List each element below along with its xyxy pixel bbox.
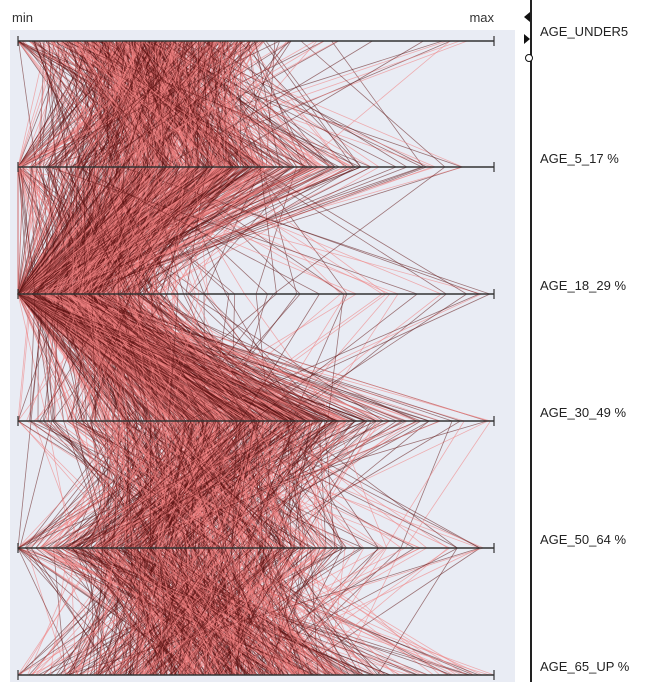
data-line-dark (17, 40, 298, 676)
data-line-light (45, 40, 304, 676)
data-line-light (107, 40, 365, 676)
data-line-light (75, 40, 223, 676)
data-line-dark (84, 40, 319, 676)
data-line-dark (44, 40, 373, 676)
data-line-light (76, 40, 273, 676)
max-label: max (469, 10, 494, 25)
data-line-dark (91, 40, 184, 676)
data-line-light (110, 40, 292, 676)
data-line-light (17, 40, 346, 676)
data-line-light (75, 40, 314, 676)
data-line-light (17, 40, 315, 676)
data-line-dark (177, 40, 446, 676)
data-lines-group (16, 40, 495, 676)
data-line-light (18, 40, 325, 676)
data-line-dark (61, 40, 481, 676)
data-line-dark (76, 40, 320, 676)
data-line-light (36, 40, 437, 676)
data-line-dark (42, 40, 246, 676)
axis-control-strip[interactable] (524, 0, 533, 682)
data-line-dark (39, 40, 241, 676)
data-line-light (77, 40, 316, 676)
data-line-light (61, 40, 239, 676)
data-line-dark (101, 40, 337, 676)
data-line-dark (17, 40, 368, 676)
data-line-light (57, 40, 329, 676)
data-line-dark (115, 40, 311, 676)
data-line-light (66, 40, 221, 676)
data-line-dark (17, 40, 285, 676)
data-line-dark (42, 40, 355, 676)
data-line-dark (17, 40, 214, 676)
data-line-dark (101, 40, 223, 676)
data-line-light (45, 40, 280, 676)
data-line-light (53, 40, 243, 676)
divider-bar (530, 0, 532, 682)
data-line-dark (17, 40, 292, 676)
axis-label: AGE_50_64 % (540, 532, 627, 547)
plot-panel[interactable]: min max (0, 0, 524, 682)
data-line-light (17, 40, 280, 676)
axis-label: AGE_30_49 % (540, 405, 627, 420)
data-line-light (41, 40, 428, 676)
data-line-dark (64, 40, 373, 676)
min-label: min (12, 10, 33, 25)
data-line-dark (58, 40, 319, 676)
data-line-dark (17, 40, 339, 676)
data-line-light (69, 40, 304, 676)
data-line-dark (69, 40, 311, 676)
data-line-dark (31, 40, 312, 676)
data-line-light (151, 40, 209, 676)
data-line-light (68, 40, 341, 676)
data-line-dark (78, 40, 261, 676)
data-line-dark (117, 40, 296, 676)
data-line-dark (37, 40, 245, 676)
data-line-dark (36, 40, 229, 676)
parallel-coordinates-plot[interactable] (0, 0, 524, 682)
data-line-dark (18, 40, 195, 676)
data-line-dark (17, 40, 329, 676)
data-line-light (84, 40, 326, 676)
move-left-arrow-icon[interactable] (524, 12, 530, 22)
data-line-dark (17, 40, 279, 676)
data-line-light (101, 40, 347, 676)
data-line-light (85, 40, 256, 676)
data-line-dark (125, 40, 200, 676)
data-line-dark (20, 40, 280, 676)
axis-label: AGE_18_29 % (540, 278, 627, 293)
data-line-dark (80, 40, 251, 676)
axis-label: AGE_UNDER5 (540, 24, 629, 39)
axes-group (17, 36, 495, 680)
data-line-light (107, 40, 259, 676)
move-right-arrow-icon[interactable] (524, 34, 530, 44)
data-line-light (17, 40, 280, 676)
data-line-light (71, 40, 212, 676)
data-line-dark (88, 40, 307, 676)
data-line-dark (57, 40, 274, 676)
data-line-dark (17, 40, 282, 676)
data-line-dark (131, 40, 306, 676)
data-line-light (49, 40, 338, 676)
data-line-dark (33, 40, 132, 676)
data-line-light (108, 40, 295, 676)
data-line-light (17, 40, 251, 676)
data-line-light (66, 40, 291, 676)
data-line-light (126, 40, 326, 676)
data-line-light (82, 40, 215, 676)
axis-label: AGE_5_17 % (540, 151, 619, 166)
drag-handle-icon[interactable] (525, 54, 533, 62)
data-line-dark (88, 40, 238, 676)
data-line-light (17, 40, 217, 676)
axis-label: AGE_65_UP % (540, 659, 630, 674)
data-line-light (27, 40, 228, 676)
data-line-dark (65, 40, 142, 676)
data-line-light (90, 40, 403, 676)
data-line-dark (83, 40, 321, 676)
data-line-dark (17, 40, 313, 676)
data-line-light (67, 40, 311, 676)
